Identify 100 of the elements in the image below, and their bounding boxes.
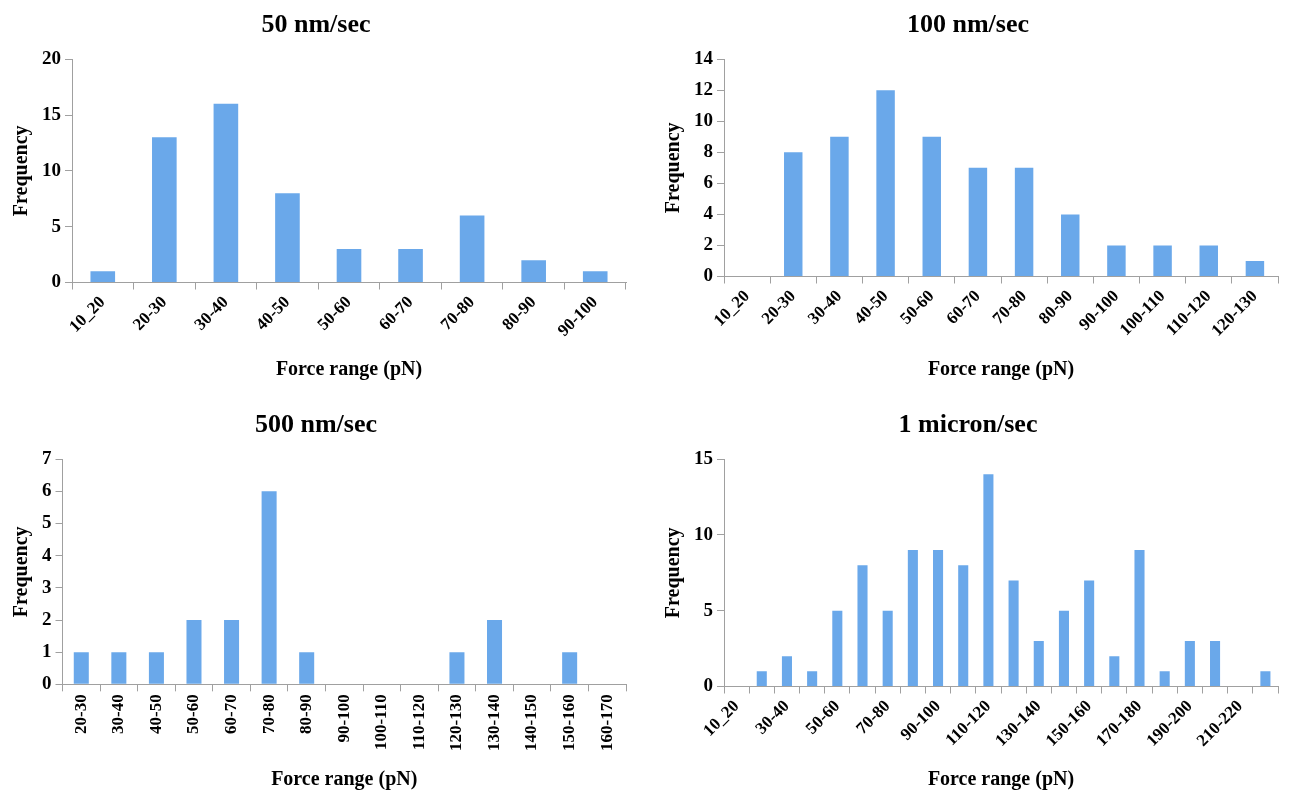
bar [781, 656, 792, 687]
x-tick-label: 110-120 [408, 694, 428, 751]
bar [756, 671, 767, 687]
y-tick-label: 10 [694, 522, 713, 544]
bar [907, 550, 918, 687]
y-axis-title: Frequency [9, 125, 33, 217]
bar [336, 249, 362, 283]
bar [1134, 550, 1145, 687]
bar [521, 260, 546, 283]
y-tick-label: 4 [703, 202, 714, 224]
y-tick-label: 20 [42, 47, 61, 69]
y-tick-label: 0 [703, 674, 713, 696]
y-axis-title: Frequency [661, 527, 685, 619]
bar [922, 136, 941, 277]
y-tick-label: 12 [694, 78, 713, 100]
x-tick-label: 120-130 [446, 694, 466, 752]
x-tick-label: 60-70 [220, 694, 240, 735]
bar [224, 620, 240, 684]
bar [1033, 641, 1044, 687]
bar [73, 652, 89, 684]
bar [1210, 641, 1221, 687]
bar [983, 474, 994, 687]
bar [1245, 260, 1265, 277]
bar [1199, 245, 1218, 277]
bar [213, 103, 239, 283]
bar [148, 652, 164, 684]
bar [275, 193, 300, 283]
y-tick-label: 5 [42, 511, 52, 533]
y-tick-label: 6 [42, 479, 52, 501]
bar [1061, 214, 1080, 277]
bar [968, 167, 988, 277]
bar [1153, 245, 1172, 277]
y-tick-label: 4 [42, 543, 52, 565]
bar [1008, 580, 1019, 687]
chart-title: 1 micron/sec [898, 409, 1038, 439]
y-tick-label: 1 [42, 640, 52, 662]
x-tick-label: 130-140 [483, 694, 503, 752]
x-tick-label: 80-90 [296, 694, 316, 735]
y-tick-label: 10 [694, 109, 713, 131]
chart-title: 50 nm/sec [261, 9, 371, 39]
y-tick-label: 2 [703, 233, 713, 255]
bar [398, 249, 423, 283]
bar [562, 652, 578, 684]
y-tick-label: 0 [703, 264, 713, 286]
bar [261, 491, 277, 684]
x-tick-label: 30-40 [108, 694, 128, 735]
x-axis-title: Force range (pN) [271, 767, 418, 791]
bar [784, 152, 803, 277]
y-tick-label: 15 [694, 447, 713, 469]
bar [830, 136, 849, 277]
bar [958, 565, 969, 687]
bar [1109, 656, 1120, 687]
x-tick-label: 150-160 [559, 694, 579, 752]
bar [582, 271, 608, 283]
bar [449, 652, 465, 684]
x-axis-title: Force range (pN) [927, 357, 1075, 381]
x-tick-label: 40-50 [145, 694, 165, 735]
x-tick-label: 90-100 [333, 694, 353, 743]
y-tick-label: 8 [703, 140, 713, 162]
x-axis-title: Force range (pN) [927, 767, 1075, 791]
bar [1184, 641, 1195, 687]
bar [487, 620, 503, 684]
y-tick-label: 7 [42, 447, 52, 469]
y-tick-label: 0 [42, 672, 52, 694]
x-tick-label: 20-30 [70, 694, 90, 735]
bar [832, 610, 843, 687]
bar [299, 652, 315, 684]
y-tick-label: 3 [42, 575, 52, 597]
y-tick-label: 10 [42, 158, 61, 180]
y-tick-label: 6 [703, 171, 713, 193]
bar [459, 215, 485, 283]
bar [111, 652, 127, 684]
y-axis-title: Frequency [9, 526, 33, 618]
bar [186, 620, 202, 684]
y-tick-label: 2 [42, 607, 52, 629]
bar [1260, 671, 1271, 687]
x-tick-label: 160-170 [596, 694, 616, 752]
x-axis-title: Force range (pN) [275, 357, 423, 381]
y-tick-label: 5 [703, 598, 713, 620]
bar [876, 90, 895, 277]
x-tick-label: 140-150 [521, 694, 541, 752]
bar [152, 137, 177, 283]
bar [857, 565, 868, 687]
y-tick-label: 15 [42, 102, 61, 124]
bar [90, 271, 116, 283]
bar [1159, 671, 1170, 687]
y-tick-label: 0 [51, 270, 61, 292]
bar [807, 671, 818, 687]
bar [1107, 245, 1126, 277]
x-tick-label: 70-80 [258, 694, 278, 735]
x-tick-label: 50-60 [183, 694, 203, 735]
y-tick-label: 5 [51, 214, 61, 236]
y-tick-label: 14 [694, 47, 714, 69]
y-axis-title: Frequency [661, 122, 685, 214]
chart-title: 100 nm/sec [906, 9, 1030, 39]
bar [882, 610, 893, 687]
bar [1058, 610, 1069, 687]
chart-title: 500 nm/sec [254, 409, 378, 439]
bar [933, 550, 944, 687]
bar [1014, 167, 1034, 277]
